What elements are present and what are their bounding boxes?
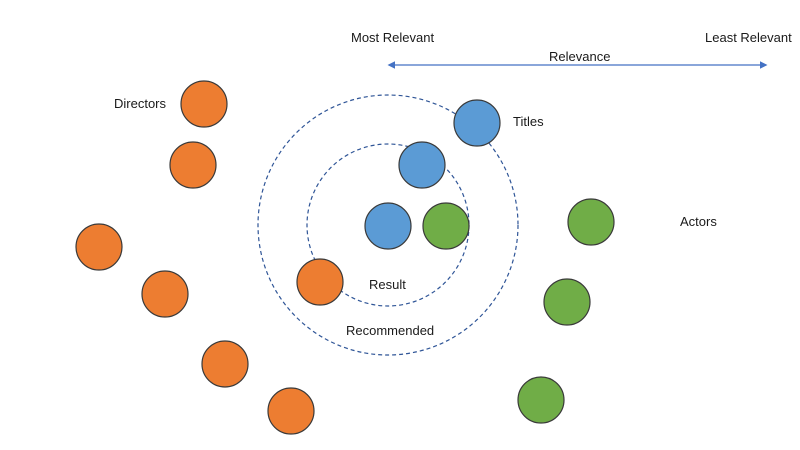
titles-label: Titles — [513, 114, 544, 129]
director-node-4 — [141, 270, 189, 318]
recommended-ring — [257, 94, 519, 356]
actor-node-1 — [422, 202, 470, 250]
director-node-5 — [201, 340, 249, 388]
director-node-3 — [75, 223, 123, 271]
director-node-1 — [180, 80, 228, 128]
node-layer — [75, 80, 615, 435]
directors-label: Directors — [114, 96, 167, 111]
actor-node-4 — [517, 376, 565, 424]
actor-node-3 — [543, 278, 591, 326]
result-label: Result — [369, 277, 406, 292]
title-node-2 — [398, 141, 446, 189]
most-relevant-label: Most Relevant — [351, 30, 435, 45]
title-node-1 — [453, 99, 501, 147]
director-node-6 — [267, 387, 315, 435]
actor-node-2 — [567, 198, 615, 246]
director-node-7 — [296, 258, 344, 306]
least-relevant-label: Least Relevant — [705, 30, 792, 45]
title-node-3 — [364, 202, 412, 250]
relevance-label: Relevance — [549, 49, 611, 64]
director-node-2 — [169, 141, 217, 189]
actors-label: Actors — [680, 214, 717, 229]
recommended-label: Recommended — [346, 323, 435, 338]
